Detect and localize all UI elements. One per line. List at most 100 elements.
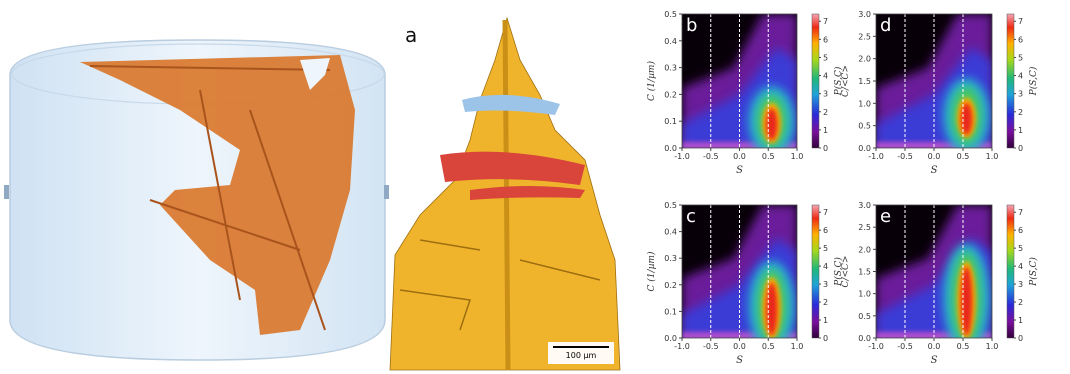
colorbar-label: P(S,C) [1028,257,1039,287]
colorbar-tick-label: 3 [1018,280,1023,289]
colorbar-tick-label: 4 [823,262,828,271]
density-peak [961,103,973,135]
colorbar-tick-label: 0 [1018,334,1023,343]
y-tick-label: 1.0 [858,99,871,108]
colorbar-tick-label: 7 [1018,208,1023,217]
colorbar-tick-label: 1 [1018,126,1023,135]
colorbar-label: P(S,C) [1028,66,1039,96]
x-tick-label: -1.0 [674,152,690,161]
x-tick-label: 0.0 [928,342,941,351]
colorbar-tick-label: 2 [823,298,828,307]
charts: -1.0 -0.5 0.0 0.5 1.0 0.0 0.1 0.2 0.3 0.4 0.5 S C (1… [646,10,1039,366]
y-tick-label: 2.5 [858,223,871,232]
x-tick-label: 0.5 [957,152,970,161]
y-tick-label: 0.5 [858,312,871,321]
x-tick-label: -0.5 [897,152,913,161]
colorbar-tick-label: 7 [823,208,828,217]
y-axis-label: C (1/µm) [646,61,657,101]
colorbar-tick-label: 3 [823,90,828,99]
panel-label: c [686,206,696,227]
x-tick-label: -0.5 [703,152,719,161]
figure: 100 µm a -1.0 -0.5 0.0 0.5 1.0 0.0 0.1 0.2 0.3 0.… [0,0,1070,374]
x-tick-label: 0.0 [928,152,941,161]
x-tick-label: 0.5 [762,152,775,161]
heatmap-panel: -1.0 -0.5 0.0 0.5 1.0 0.0 0.5 1.0 1.5 2.0 2.5 3.0 S C… [841,201,1039,366]
x-tick-label: -0.5 [897,342,913,351]
body: 100 µm a -1.0 -0.5 0.0 0.5 1.0 0.0 0.1 0.2 0.3 0.… [0,0,1070,374]
y-tick-label: 1.0 [858,290,871,299]
x-tick-label: -1.0 [674,342,690,351]
panel-label: e [880,206,891,227]
y-tick-label: 2.0 [858,245,871,254]
x-tick-label: 1.0 [986,342,999,351]
colorbar-tick-label: 0 [823,334,828,343]
y-tick-label: 0.5 [664,201,677,210]
density-peak [766,282,778,335]
y-tick-label: 0.1 [664,117,677,126]
colorbar-tick-label: 4 [1018,72,1023,81]
y-tick-label: 3.0 [858,10,871,19]
colorbar-tick-label: 5 [823,244,828,253]
colorbar-tick-label: 2 [823,108,828,117]
page: {"panel_a": {"label": "a", "scale_bar": … [0,0,1070,374]
y-tick-label: 1.5 [858,77,871,86]
y-tick-label: 0.3 [664,64,677,73]
colorbar-tick-label: 5 [823,53,828,62]
colorbar [812,205,819,338]
colorbar-tick-label: 0 [823,144,828,153]
y-tick-label: 0.0 [858,144,871,153]
colorbar-tick-label: 1 [823,316,828,325]
colorbar-tick-label: 5 [1018,53,1023,62]
colorbar-tick-label: 7 [823,17,828,26]
colorbar-tick-label: 1 [823,126,828,135]
panel-label: a [405,23,417,47]
x-tick-label: 1.0 [791,342,804,351]
colorbar-tick-label: 6 [823,226,828,235]
colorbar-tick-label: 6 [823,35,828,44]
colorbar-tick-label: 4 [1018,262,1023,271]
density-peak [961,267,973,336]
colorbar-tick-label: 3 [1018,90,1023,99]
y-tick-label: 3.0 [858,201,871,210]
colorbar [1007,14,1014,148]
colorbar-tick-label: 5 [1018,244,1023,253]
panel-label: b [686,15,697,36]
y-tick-label: 0.0 [664,144,677,153]
colorbar-tick-label: 6 [1018,35,1023,44]
x-tick-label: -1.0 [868,342,884,351]
x-axis-label: S [931,355,938,366]
colorbar [1007,205,1014,338]
y-tick-label: 2.5 [858,32,871,41]
y-tick-label: 2.0 [858,55,871,64]
x-tick-label: 0.5 [762,342,775,351]
y-tick-label: 0.0 [858,334,871,343]
colorbar-tick-label: 6 [1018,226,1023,235]
colorbar-tick-label: 0 [1018,144,1023,153]
colorbar-tick-label: 4 [823,72,828,81]
density-peak [766,108,778,140]
y-tick-label: 0.4 [664,228,677,237]
x-tick-label: 0.0 [733,152,746,161]
y-tick-label: 0.2 [664,90,677,99]
y-tick-label: 0.3 [664,254,677,263]
y-tick-label: 0.2 [664,281,677,290]
colorbar-tick-label: 2 [1018,108,1023,117]
x-tick-label: 1.0 [791,152,804,161]
scale-bar-label: 100 µm [566,351,597,360]
x-tick-label: -1.0 [868,152,884,161]
y-tick-label: 0.5 [858,122,871,131]
colorbar-tick-label: 1 [1018,316,1023,325]
x-tick-label: 0.0 [733,342,746,351]
y-tick-label: 0.0 [664,334,677,343]
x-axis-label: S [931,165,938,176]
x-tick-label: -0.5 [703,342,719,351]
y-tick-label: 0.5 [664,10,677,19]
x-tick-label: 0.5 [957,342,970,351]
colorbar-tick-label: 7 [1018,17,1023,26]
panel-label: d [880,15,891,36]
y-tick-label: 1.5 [858,268,871,277]
y-axis-label: C/<C> [841,256,851,288]
